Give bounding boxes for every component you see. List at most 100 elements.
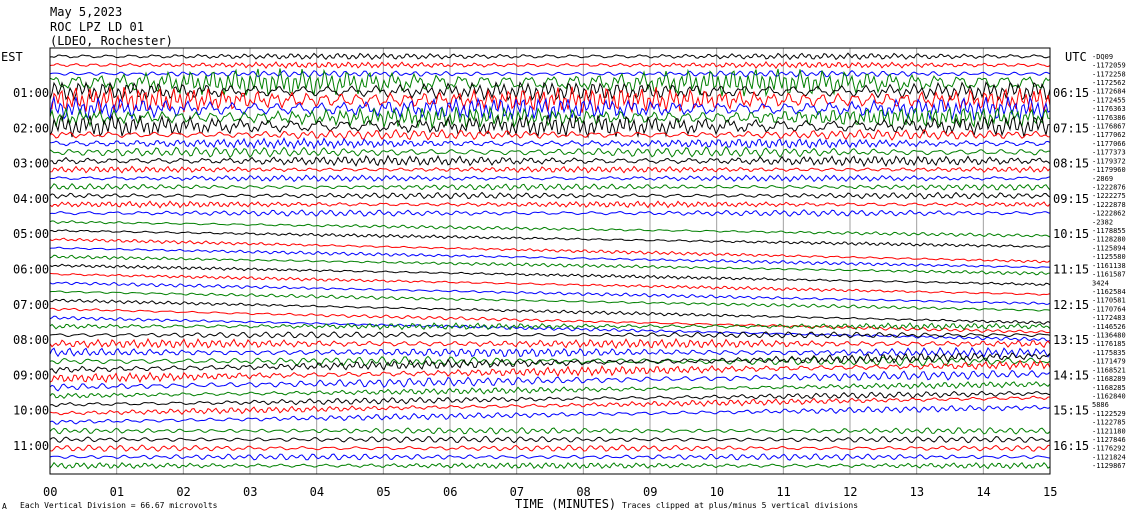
- plot-frame: [49, 47, 1051, 475]
- trace-line: [49, 246, 1051, 269]
- trace-line: [49, 81, 1051, 102]
- trace-value-label: -1122529: [1092, 410, 1126, 418]
- x-tick-label: 05: [376, 485, 390, 499]
- trace-value-label: -1170581: [1092, 297, 1126, 305]
- trace-line: [49, 352, 1051, 374]
- trace-line: [49, 290, 1051, 312]
- trace-line: [49, 322, 1051, 331]
- trace-value-label: -1162840: [1092, 393, 1126, 401]
- trace-line: [49, 237, 1051, 264]
- trace-value-label: -1178855: [1092, 227, 1126, 235]
- x-tick-label: 01: [110, 485, 124, 499]
- trace-line: [49, 146, 1051, 159]
- trace-value-label: -1127846: [1092, 436, 1126, 444]
- trace-line: [49, 331, 1051, 339]
- utc-hour-label: 15:15: [1053, 404, 1089, 418]
- trace-line: [49, 165, 1051, 174]
- est-hour-label: 10:00: [13, 404, 49, 418]
- station-label: ROC LPZ LD 01: [50, 20, 144, 34]
- trace-line: [49, 209, 1051, 217]
- right-axis-title: UTC: [1065, 50, 1087, 64]
- utc-hour-label: 09:15: [1053, 192, 1089, 206]
- x-tick-label: 07: [510, 485, 524, 499]
- trace-line: [49, 69, 1051, 78]
- est-hour-label: 05:00: [13, 227, 49, 241]
- trace-line: [49, 281, 1051, 305]
- trace-value-label: -1222275: [1092, 192, 1126, 200]
- trace-line: [49, 86, 1051, 114]
- trace-line: [49, 263, 1051, 287]
- footer-clip-note: Traces clipped at plus/minus 5 vertical …: [622, 501, 858, 510]
- trace-value-label: -1175835: [1092, 349, 1126, 357]
- trace-line: [49, 307, 1051, 334]
- trace-line: [49, 128, 1051, 141]
- trace-line: [49, 426, 1051, 435]
- trace-line: [49, 346, 1051, 358]
- trace-line: [49, 395, 1051, 416]
- trace-value-label: -1125580: [1092, 253, 1126, 261]
- left-axis-title: EST: [1, 50, 23, 64]
- trace-value-label: -1176292: [1092, 445, 1126, 453]
- trace-line: [49, 315, 1051, 342]
- trace-value-label: -1172562: [1092, 79, 1126, 87]
- utc-hour-label: 14:15: [1053, 368, 1089, 382]
- trace-line: [49, 444, 1051, 452]
- trace-line: [49, 68, 1051, 98]
- right-hour-labels: 06:15 07:15 08:15 09:15 10:15 11:15 12:15 13:15…: [1053, 86, 1089, 453]
- trace-line: [49, 453, 1051, 461]
- utc-hour-label: 07:15: [1053, 121, 1089, 135]
- x-tick-label: 14: [976, 485, 990, 499]
- trace-value-label: -2382: [1092, 218, 1113, 226]
- trace-value-label: -DQ09: [1092, 53, 1113, 61]
- trace-value-label: -1168285: [1092, 384, 1126, 392]
- trace-line: [49, 381, 1051, 400]
- trace-value-label: -1172684: [1092, 88, 1126, 96]
- trace-value-label: -1122785: [1092, 419, 1126, 427]
- trace-line: [49, 461, 1051, 470]
- trace-value-label: -1179960: [1092, 166, 1126, 174]
- utc-hour-label: 16:15: [1053, 439, 1089, 453]
- network-label: (LDEO, Rochester): [50, 34, 173, 48]
- utc-hour-label: 08:15: [1053, 157, 1089, 171]
- est-hour-label: 11:00: [13, 439, 49, 453]
- trace-line: [49, 52, 1051, 61]
- x-tick-label: 09: [643, 485, 657, 499]
- x-tick-label: 10: [710, 485, 724, 499]
- x-tick-label: 00: [43, 485, 57, 499]
- chart-title: May 5,2023: [50, 5, 123, 19]
- trace-value-label: -1129867: [1092, 462, 1126, 470]
- trace-value-label: -1177373: [1092, 149, 1126, 157]
- trace-value-label: -1222878: [1092, 201, 1126, 209]
- utc-hour-label: 12:15: [1053, 298, 1089, 312]
- trace-value-label: -1161138: [1092, 262, 1126, 270]
- trace-line: [49, 272, 1051, 296]
- x-tick-label: 15: [1043, 485, 1057, 499]
- trace-value-label: -1125894: [1092, 244, 1126, 252]
- trace-value-label: -1177066: [1092, 140, 1126, 148]
- x-tick-label: 11: [776, 485, 790, 499]
- x-tick-label: 03: [243, 485, 257, 499]
- est-hour-label: 01:00: [13, 86, 49, 100]
- trace-line: [49, 390, 1051, 408]
- trace-line: [49, 404, 1051, 425]
- trace-line: [49, 337, 1051, 350]
- trace-value-label: -1146526: [1092, 323, 1126, 331]
- trace-value-label: -1161587: [1092, 271, 1126, 279]
- trace-line: [49, 435, 1051, 444]
- utc-hour-label: 10:15: [1053, 227, 1089, 241]
- x-tick-labels: 00 01 02 03 04 05 06 07 08 09 10 11 12 13 14 15: [43, 485, 1057, 499]
- trace-value-label: -1179372: [1092, 157, 1126, 165]
- trace-line: [49, 191, 1051, 200]
- x-tick-label: 08: [576, 485, 590, 499]
- left-hour-labels: 01:00 02:00 03:00 04:00 05:00 06:00 07:00 08:00…: [13, 86, 49, 453]
- trace-value-label: -1121180: [1092, 427, 1126, 435]
- trace-line: [49, 174, 1051, 183]
- utc-hour-label: 11:15: [1053, 263, 1089, 277]
- trace-line: [49, 254, 1051, 276]
- trace-value-label: -1170764: [1092, 305, 1126, 313]
- trace-value-label: -1222876: [1092, 184, 1126, 192]
- trace-value-label: -1136480: [1092, 332, 1126, 340]
- trace-value-label: -1176867: [1092, 123, 1126, 131]
- trace-value-label: -1168521: [1092, 366, 1126, 374]
